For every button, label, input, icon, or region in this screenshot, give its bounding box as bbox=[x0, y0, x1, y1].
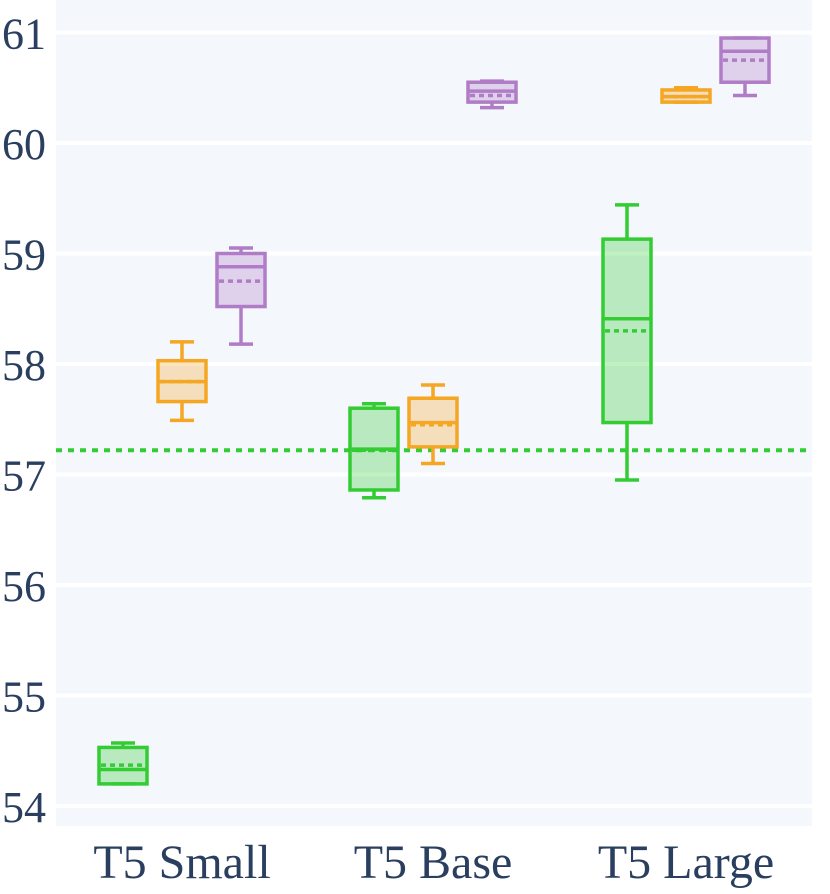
box bbox=[466, 79, 518, 110]
x-tick-label: T5 Small bbox=[93, 836, 270, 889]
x-tick-label: T5 Base bbox=[354, 836, 513, 889]
box bbox=[97, 741, 149, 786]
x-axis-ticks: T5 Small T5 Base T5 Large bbox=[93, 836, 774, 889]
box-series-group bbox=[97, 36, 771, 786]
box bbox=[156, 340, 208, 423]
y-tick-label: 56 bbox=[2, 562, 46, 611]
box bbox=[719, 36, 771, 98]
y-tick-label: 57 bbox=[2, 452, 46, 501]
box bbox=[601, 203, 653, 482]
box bbox=[407, 383, 459, 466]
y-tick-label: 60 bbox=[2, 120, 46, 169]
box bbox=[348, 402, 400, 500]
y-tick-label: 61 bbox=[2, 10, 46, 59]
y-tick-label: 59 bbox=[2, 231, 46, 280]
gridlines bbox=[56, 30, 812, 808]
y-tick-label: 54 bbox=[2, 783, 46, 832]
y-tick-label: 55 bbox=[2, 673, 46, 722]
y-tick-label: 58 bbox=[2, 341, 46, 390]
y-axis-ticks: 54 55 56 57 58 59 60 61 bbox=[2, 10, 46, 833]
box bbox=[215, 246, 267, 346]
box bbox=[660, 86, 712, 104]
x-tick-label: T5 Large bbox=[598, 836, 774, 889]
